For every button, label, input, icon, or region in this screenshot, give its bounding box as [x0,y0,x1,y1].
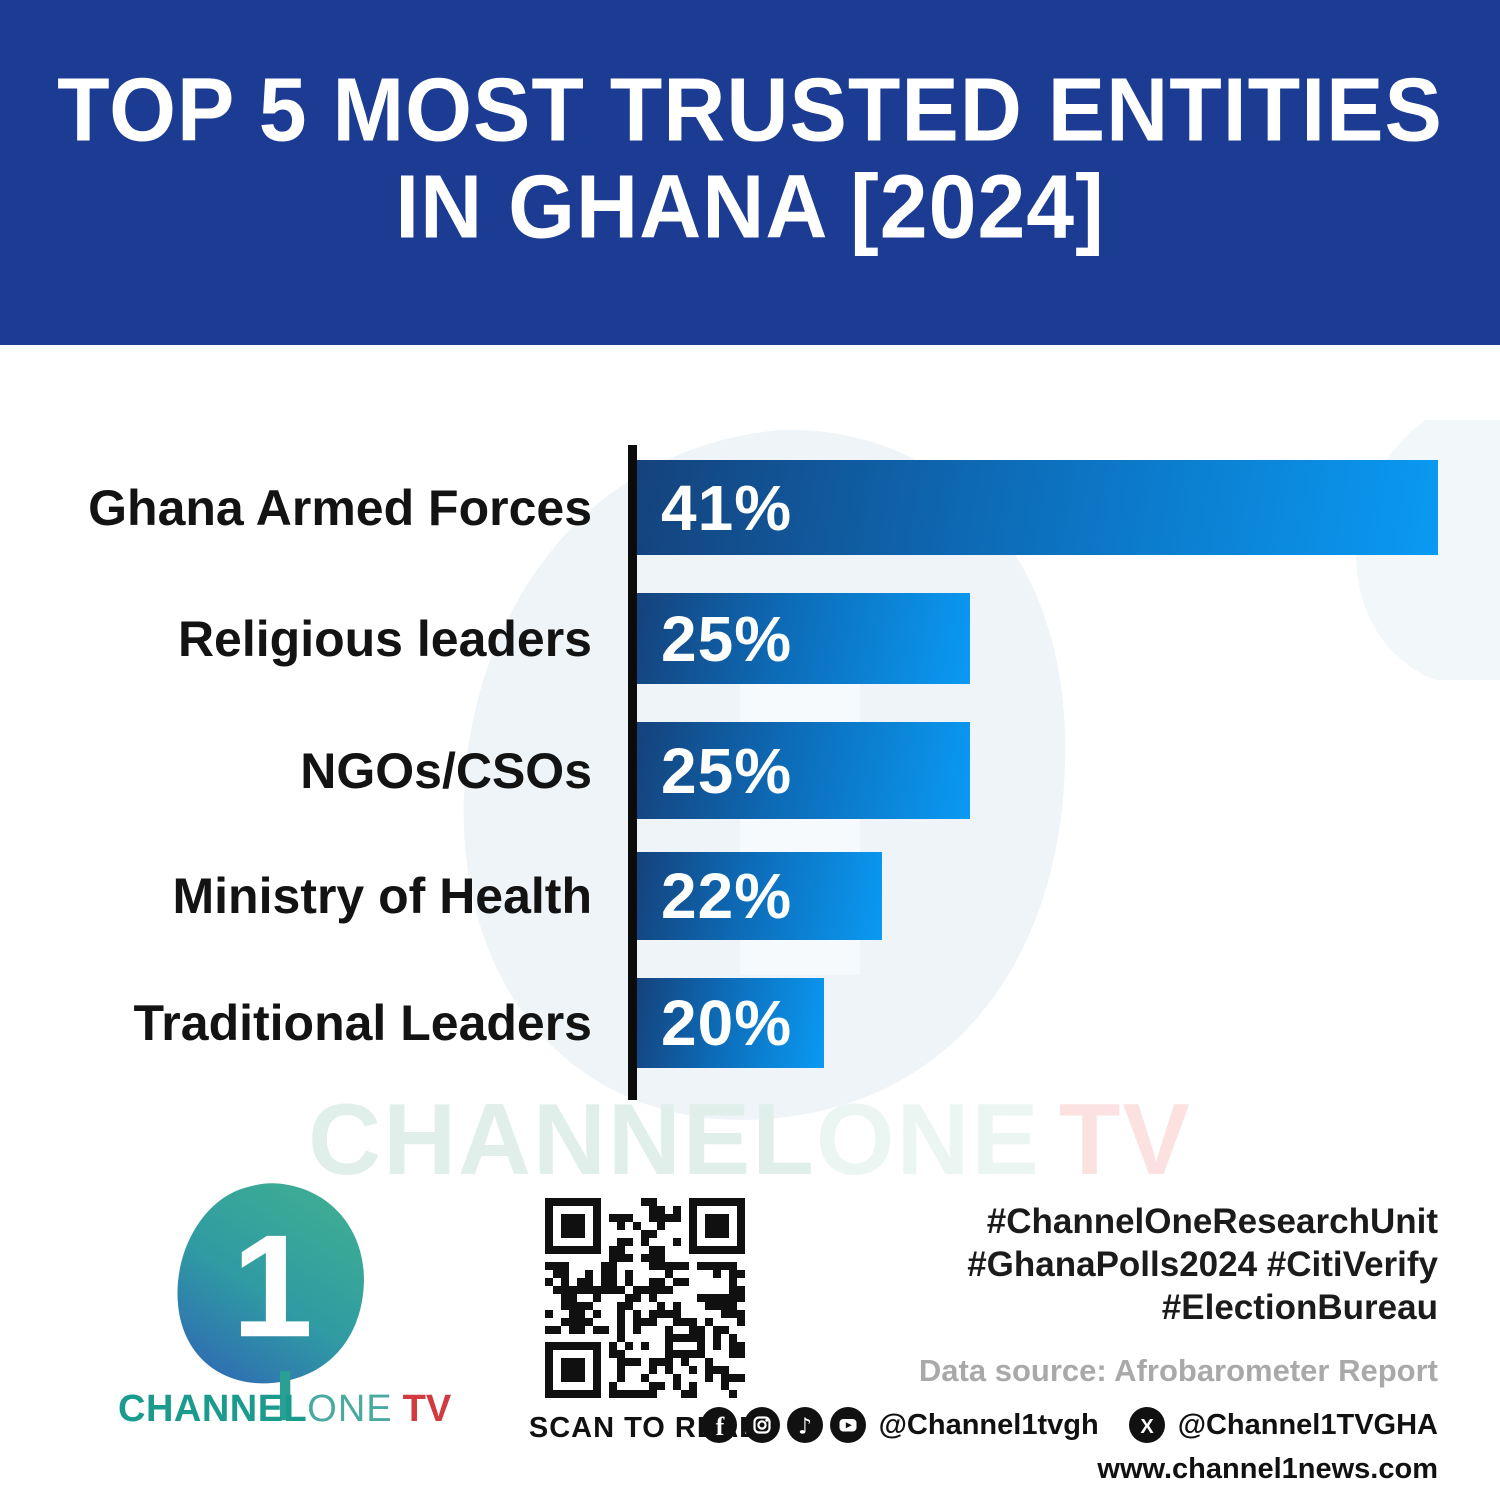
svg-text:f: f [715,1412,724,1441]
page-title-line2: IN GHANA [2024] [395,156,1105,257]
youtube-icon [829,1407,866,1443]
hashtag-line: #ElectionBureau [1161,1288,1438,1327]
hashtag-line: #GhanaPolls2024 #CitiVerify [967,1245,1438,1284]
qr-code [545,1198,745,1398]
category-label: NGOs/CSOs [300,742,592,799]
logo-stem [279,1371,291,1421]
social-handle-x: @Channel1TVGHA [1177,1408,1438,1441]
channel-one-tv-logo: 1 [177,1183,364,1421]
wordmark-tv: TV [402,1388,452,1430]
category-label: Traditional Leaders [133,995,592,1051]
watermark-tv: TV [1058,1084,1192,1196]
bar-value-label: 22% [661,860,793,932]
hashtag-line: #ChannelOneResearchUnit [986,1202,1438,1241]
bar-value-label: 25% [661,602,793,675]
footer-right-column: #ChannelOneResearchUnit #GhanaPolls2024 … [700,1200,1438,1486]
bar-ghana-armed-forces: 41% [637,460,1438,555]
svg-text:♪: ♪ [798,1415,812,1440]
channel-one-watermark: CHANNELONE TV [290,1090,1210,1191]
svg-text:X: X [1140,1416,1154,1438]
bar-value-label: 25% [661,734,793,807]
bar-value-label: 41% [661,471,793,544]
watermark-channel: CHANNEL [308,1084,816,1196]
social-handle-main: @Channel1tvgh [878,1408,1099,1441]
y-axis-line [628,445,637,1100]
logo-numeral-1: 1 [232,1204,313,1367]
social-row: f ♪ @Channel1tvgh X @ [700,1407,1438,1443]
bar-traditional-leaders: 20% [637,978,824,1068]
channel-one-tv-wordmark: CHANNELONE TV [118,1388,451,1431]
tiktok-icon: ♪ [786,1407,823,1443]
header-banner: TOP 5 MOST TRUSTED ENTITIES IN GHANA [20… [0,0,1500,345]
wordmark-channel: CHANNEL [118,1388,308,1430]
category-label: Religious leaders [177,610,592,667]
category-label: Ghana Armed Forces [88,479,592,536]
watermark-one: ONE [815,1084,1041,1196]
bar-ministry-of-health: 22% [637,852,882,940]
bar-value-label: 20% [661,987,793,1059]
data-source-text: Data source: Afrobarometer Report [918,1353,1438,1388]
instagram-icon [743,1407,780,1443]
logo-pebble [177,1183,364,1384]
wordmark-one: ONE [307,1388,393,1430]
facebook-icon: f [700,1407,737,1443]
bar-ngos-csos: 25% [637,722,970,819]
category-label: Ministry of Health [172,868,592,924]
website-url: www.channel1news.com [1097,1453,1438,1485]
page-title-line1: TOP 5 MOST TRUSTED ENTITIES [57,59,1443,161]
x-icon: X [1128,1407,1165,1443]
bar-religious-leaders: 25% [637,593,970,684]
